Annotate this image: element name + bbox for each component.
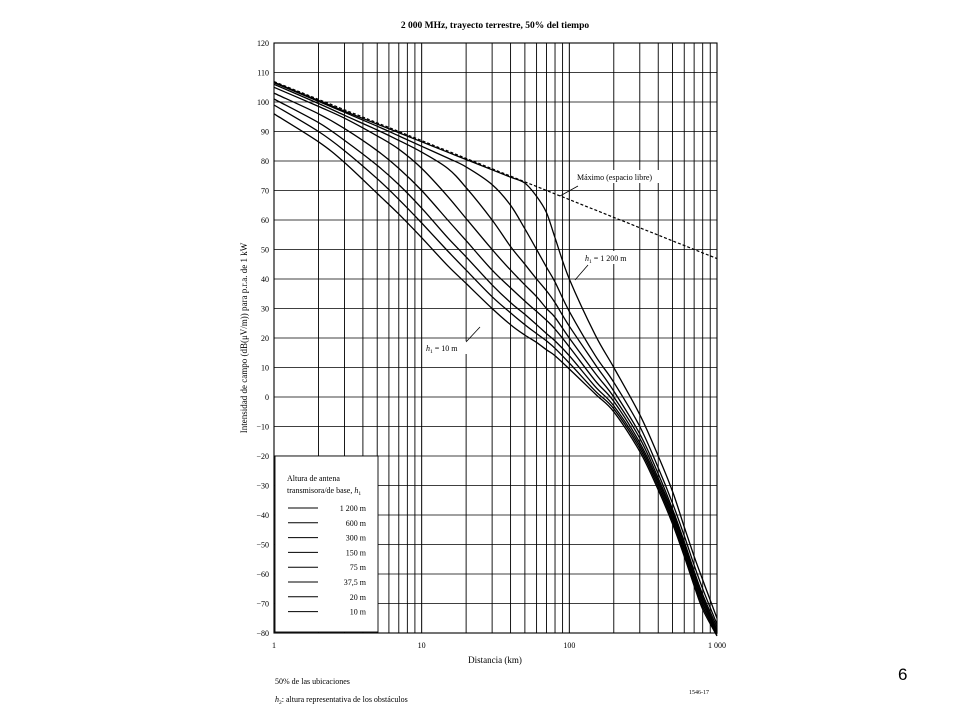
y-tick-label: −30: [256, 482, 269, 491]
legend-title-line1: Altura de antena: [287, 474, 340, 483]
y-tick-label: 0: [265, 393, 269, 402]
annotation-free-space-arrow: [559, 185, 579, 197]
y-tick-label: −40: [256, 511, 269, 520]
annotation-h1-10-arrow: [465, 326, 481, 343]
plot-frame: [273, 42, 718, 634]
y-tick-label: 20: [261, 334, 269, 343]
plot-area: [273, 42, 718, 637]
page-number: 6: [898, 665, 907, 684]
y-tick-label: 40: [261, 275, 269, 284]
y-tick-label: 70: [261, 187, 269, 196]
footnote-h2: h2: altura representativa de los obstácu…: [275, 695, 408, 706]
legend-title-line2: transmisora/de base, h1: [287, 486, 361, 497]
series-line-300-m: [273, 83, 718, 628]
legend: Altura de antena transmisora/de base, h1…: [274, 455, 379, 633]
legend-item-label: 37,5 m: [344, 578, 367, 587]
series-line-20-m: [273, 104, 718, 635]
legend-items: 1 200 m 600 m 300 m 150 m 75 m 37,5 m 20 m 10 m: [288, 504, 367, 617]
series-line-10-m: [273, 113, 718, 637]
annotation-h1-1200-box: [582, 251, 638, 264]
x-axis-label: Distancia (km): [468, 655, 522, 665]
y-tick-label: 10: [261, 364, 269, 373]
y-axis-label: Intensidad de campo (dB(μV/m)) para p.r.…: [239, 242, 249, 433]
footnote-locations: 50% de las ubicaciones: [275, 677, 350, 686]
annotation-h1-10: h1 = 10 m: [423, 326, 481, 355]
x-tick-label: 1 000: [708, 641, 726, 650]
x-tick-labels: 1 10 100 1 000: [272, 641, 726, 650]
legend-item-label: 300 m: [346, 534, 367, 543]
y-tick-label: 100: [257, 98, 269, 107]
legend-box: [274, 455, 379, 633]
figure-id: 1546-17: [689, 690, 709, 696]
y-tick-label: −50: [256, 541, 269, 550]
legend-item-label: 1 200 m: [340, 504, 367, 513]
chart-title: 2 000 MHz, trayecto terrestre, 50% del t…: [401, 21, 590, 31]
y-tick-label: −60: [256, 570, 269, 579]
x-tick-label: 1: [272, 641, 276, 650]
x-tick-label: 10: [418, 641, 426, 650]
annotation-h1-1200-label: h1 = 1 200 m: [585, 254, 627, 265]
y-tick-label: 120: [257, 39, 269, 48]
annotation-h1-10-box: [423, 341, 470, 354]
annotation-h1-10-label: h1 = 10 m: [426, 344, 458, 355]
series-line-150-m: [273, 86, 718, 631]
series-line-75-m: [273, 92, 718, 632]
legend-item-label: 600 m: [346, 519, 367, 528]
annotation-free-space: Máximo (espacio libre): [559, 170, 667, 197]
y-tick-label: 50: [261, 246, 269, 255]
y-tick-labels: 1201101009080706050403020100−10−20−30−40…: [256, 39, 269, 638]
y-tick-label: −10: [256, 423, 269, 432]
legend-item-label: 10 m: [350, 608, 367, 617]
legend-item-label: 20 m: [350, 593, 367, 602]
annotation-h1-1200-arrow: [574, 264, 589, 281]
series-lines: [273, 81, 718, 637]
y-tick-label: 60: [261, 216, 269, 225]
series-line-37-5-m: [273, 98, 718, 634]
y-tick-label: 110: [257, 69, 269, 78]
y-tick-label: 30: [261, 305, 269, 314]
annotation-h1-1200: h1 = 1 200 m: [574, 251, 638, 281]
x-tick-label: 100: [563, 641, 575, 650]
y-tick-label: −70: [256, 600, 269, 609]
series-line-600-m: [273, 82, 718, 625]
legend-item-label: 150 m: [346, 548, 367, 557]
y-tick-label: 80: [261, 157, 269, 166]
y-tick-label: −20: [256, 452, 269, 461]
series-line-1-200-m: [273, 81, 718, 619]
free-space-line: [273, 81, 718, 260]
y-tick-label: −80: [256, 629, 269, 638]
legend-item-label: 75 m: [350, 563, 367, 572]
annotation-free-space-label: Máximo (espacio libre): [577, 173, 652, 182]
annotation-free-space-box: [574, 170, 667, 183]
y-tick-label: 90: [261, 128, 269, 137]
